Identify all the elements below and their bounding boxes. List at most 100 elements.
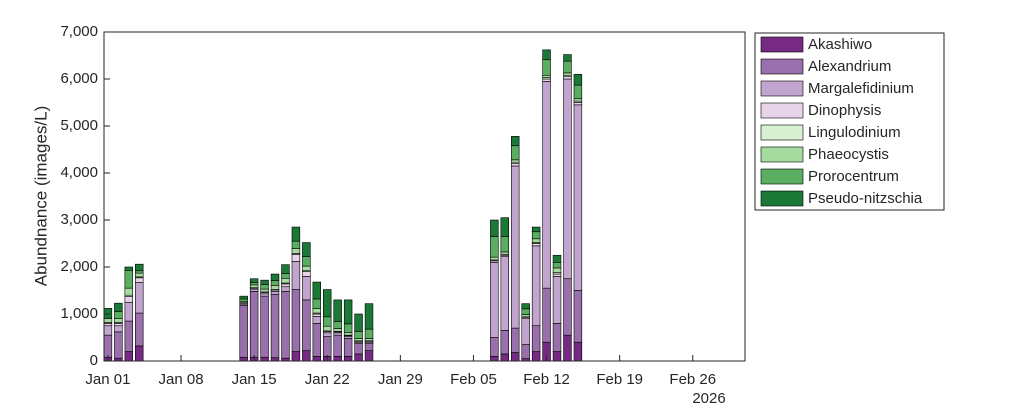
bar-segment [323,336,332,357]
bar-segment [542,59,551,76]
bar-segment [552,276,562,324]
bar-segment [354,343,363,355]
bar-segment [302,265,311,272]
bar-segment [511,159,520,163]
y-tick-label: 1,000 [60,305,98,322]
bar-segment [249,284,259,288]
legend-label: Dinophysis [808,102,881,119]
bar-segment [291,261,301,290]
bar-segment [521,303,530,310]
y-tick-label: 6,000 [60,70,98,87]
x-tick-label: Jan 01 [85,371,130,388]
legend-label: Prorocentrum [808,168,899,185]
bar-segment [323,332,332,337]
legend-swatch [760,124,804,141]
x-tick-label: Jan 22 [305,371,350,388]
bar-segment [500,236,510,253]
bar-segment [312,355,322,362]
y-tick-label: 7,000 [60,23,98,40]
bar-segment [249,282,259,286]
bar-segment [500,256,510,331]
bar-segment [563,78,572,280]
bar-segment [343,323,353,333]
bar-segment [260,356,269,362]
bar-segment [552,267,562,273]
bar-segment [312,308,322,314]
bar-segment [364,328,374,339]
bar-segment [103,334,113,358]
bar-segment [135,272,144,278]
bar-segment [323,325,332,332]
bar-segment [124,296,134,303]
bar-segment [249,278,259,283]
bar-segment [563,72,572,76]
bar-segment [124,287,134,296]
bar-segment [531,231,541,240]
bar-segment [333,332,342,336]
bar-segment [103,318,113,323]
bar-segment [260,279,269,285]
bar-segment [124,269,134,289]
bar-segment [531,325,541,352]
legend-swatch [760,190,804,207]
bar-segment [239,305,248,358]
bar-segment [490,236,499,258]
x-tick-label: Feb 12 [523,371,570,388]
bar-segment [354,353,363,362]
bar-segment [124,266,134,271]
legend-label: Lingulodinium [808,124,901,141]
bar-segment [490,337,499,357]
bar-segment [573,102,583,106]
bar-segment [239,298,248,302]
bar-segment [521,318,530,345]
bar-segment [239,295,248,300]
bar-segment [249,291,259,358]
bar-segment [239,356,248,362]
bar-segment [490,256,499,261]
bar-segment [291,289,301,352]
bar-segment [563,60,572,74]
bar-segment [291,254,301,262]
bar-segment [573,74,583,86]
x-tick-label: Feb 19 [596,371,643,388]
x-tick-label: Feb 05 [450,371,497,388]
bar-segment [531,226,541,233]
bar-segment [563,334,572,362]
bar-segment [302,276,311,301]
bar-segment [323,316,332,327]
bar-segment [124,320,134,352]
bar-segment [542,287,551,343]
bar-segment [542,81,551,289]
bar-segment [281,286,290,292]
bar-segment [343,299,353,325]
bar-segment [312,313,322,317]
bar-segment [364,338,374,342]
y-tick-label: 2,000 [60,258,98,275]
bar-segment [114,302,123,312]
bar-segment [563,54,572,62]
bar-segment [542,49,551,61]
bar-segment [302,271,311,277]
bar-segment [490,355,499,362]
bar-segment [552,323,562,352]
bar-segment [343,355,353,362]
bar-segment [312,281,322,300]
y-tick-label: 4,000 [60,164,98,181]
y-axis-label: Abundnance (images/L) [31,106,50,287]
bar-segment [573,290,583,343]
bar-segment [354,313,363,332]
bar-segment [343,338,353,357]
bar-segment [312,316,322,324]
bar-segment [511,352,520,362]
legend-label: Alexandrium [808,58,891,75]
bar-segment [270,285,280,290]
bar-segment [521,344,530,359]
legend-swatch [760,58,804,75]
bar-segment [511,165,520,329]
bar-segment [114,331,123,359]
bar-segment [135,263,144,272]
bar-segment [114,318,123,323]
bar-segment [511,163,520,167]
bar-segment [114,325,123,333]
